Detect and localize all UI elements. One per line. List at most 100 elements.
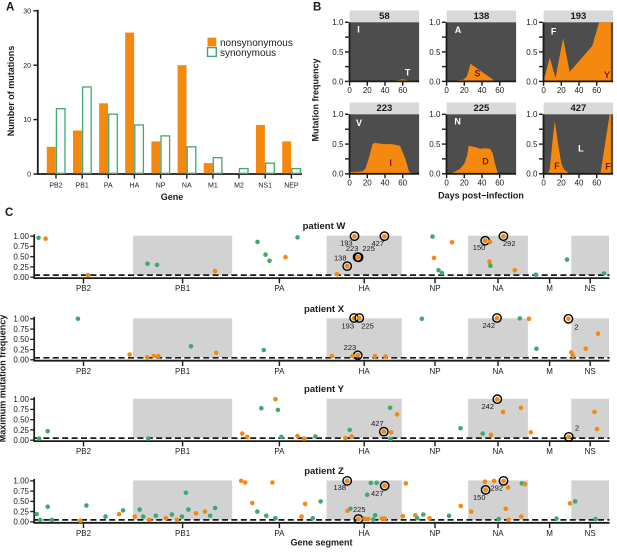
svg-text:0: 0 bbox=[27, 172, 31, 179]
svg-text:1.00: 1.00 bbox=[13, 477, 29, 486]
svg-text:Maximum mutation frequency: Maximum mutation frequency bbox=[0, 315, 8, 443]
svg-text:0.75: 0.75 bbox=[13, 242, 29, 251]
svg-text:patient Y: patient Y bbox=[304, 384, 345, 395]
svg-text:0: 0 bbox=[347, 179, 352, 188]
svg-text:0.5: 0.5 bbox=[332, 140, 344, 149]
svg-text:58: 58 bbox=[379, 11, 390, 22]
svg-text:138: 138 bbox=[473, 11, 489, 22]
svg-text:0.00: 0.00 bbox=[13, 436, 29, 445]
svg-text:PB2: PB2 bbox=[49, 183, 62, 190]
svg-text:NA: NA bbox=[492, 447, 504, 456]
svg-text:HA: HA bbox=[359, 284, 371, 293]
svg-text:242: 242 bbox=[482, 321, 495, 330]
svg-text:0.50: 0.50 bbox=[13, 335, 29, 344]
svg-text:20: 20 bbox=[557, 179, 566, 188]
svg-text:193: 193 bbox=[341, 322, 354, 331]
svg-text:0.5: 0.5 bbox=[526, 48, 538, 57]
svg-text:60: 60 bbox=[592, 179, 601, 188]
svg-text:L: L bbox=[578, 144, 584, 154]
svg-text:NP: NP bbox=[429, 447, 440, 456]
svg-text:225: 225 bbox=[353, 505, 366, 514]
svg-text:PA: PA bbox=[274, 447, 285, 456]
svg-text:NA: NA bbox=[492, 367, 504, 376]
svg-text:0.50: 0.50 bbox=[13, 497, 29, 506]
svg-text:0: 0 bbox=[444, 86, 449, 95]
svg-text:223: 223 bbox=[346, 244, 359, 253]
svg-text:0: 0 bbox=[541, 86, 546, 95]
svg-text:A: A bbox=[6, 1, 14, 13]
svg-text:S: S bbox=[474, 68, 480, 78]
svg-text:I: I bbox=[357, 25, 360, 35]
svg-text:10: 10 bbox=[23, 117, 31, 124]
svg-text:40: 40 bbox=[381, 86, 390, 95]
svg-text:0.75: 0.75 bbox=[13, 487, 29, 496]
svg-text:F: F bbox=[554, 161, 560, 171]
svg-text:NA: NA bbox=[492, 284, 504, 293]
svg-text:Y: Y bbox=[604, 70, 610, 80]
svg-text:1.00: 1.00 bbox=[13, 315, 29, 324]
svg-text:NA: NA bbox=[492, 529, 504, 538]
svg-text:223: 223 bbox=[376, 103, 392, 114]
svg-text:NS: NS bbox=[585, 447, 596, 456]
svg-text:F: F bbox=[551, 26, 557, 36]
svg-text:242: 242 bbox=[481, 402, 494, 411]
svg-text:60: 60 bbox=[495, 86, 504, 95]
svg-text:HA: HA bbox=[359, 367, 371, 376]
svg-text:292: 292 bbox=[490, 484, 503, 493]
svg-text:225: 225 bbox=[362, 244, 375, 253]
svg-text:NP: NP bbox=[429, 367, 440, 376]
svg-text:20: 20 bbox=[557, 86, 566, 95]
svg-text:0.00: 0.00 bbox=[13, 356, 29, 365]
svg-text:40: 40 bbox=[478, 179, 487, 188]
svg-text:150: 150 bbox=[473, 243, 486, 252]
svg-text:HA: HA bbox=[130, 183, 140, 190]
svg-text:NEP: NEP bbox=[284, 183, 299, 190]
svg-text:40: 40 bbox=[381, 179, 390, 188]
svg-text:B: B bbox=[313, 1, 321, 13]
svg-text:PB2: PB2 bbox=[76, 529, 92, 538]
svg-text:292: 292 bbox=[503, 239, 516, 248]
svg-text:1.0: 1.0 bbox=[429, 18, 441, 27]
svg-text:D: D bbox=[482, 156, 489, 166]
svg-text:150: 150 bbox=[473, 493, 486, 502]
svg-text:1.00: 1.00 bbox=[13, 395, 29, 404]
svg-text:138: 138 bbox=[333, 483, 346, 492]
svg-text:1.0: 1.0 bbox=[429, 110, 441, 119]
svg-text:V: V bbox=[356, 118, 362, 128]
svg-text:PB1: PB1 bbox=[175, 284, 191, 293]
svg-text:1.0: 1.0 bbox=[526, 110, 538, 119]
svg-text:patient W: patient W bbox=[303, 221, 346, 232]
svg-text:0.50: 0.50 bbox=[13, 253, 29, 262]
svg-text:427: 427 bbox=[371, 419, 384, 428]
svg-text:synonymous: synonymous bbox=[220, 48, 276, 59]
svg-text:60: 60 bbox=[592, 86, 601, 95]
svg-text:0.5: 0.5 bbox=[332, 48, 344, 57]
svg-text:NP: NP bbox=[429, 529, 440, 538]
svg-text:30: 30 bbox=[23, 8, 31, 15]
svg-text:0: 0 bbox=[541, 179, 546, 188]
svg-text:2: 2 bbox=[575, 424, 579, 433]
svg-text:PB1: PB1 bbox=[175, 367, 191, 376]
svg-text:A: A bbox=[455, 25, 462, 35]
svg-text:Gene: Gene bbox=[161, 192, 184, 202]
svg-text:M: M bbox=[546, 529, 553, 538]
svg-text:Days post−infection: Days post−infection bbox=[438, 191, 524, 201]
svg-text:0.00: 0.00 bbox=[13, 518, 29, 527]
svg-text:0.5: 0.5 bbox=[429, 140, 441, 149]
svg-text:M: M bbox=[546, 284, 553, 293]
svg-text:Mutation frequency: Mutation frequency bbox=[311, 58, 321, 141]
svg-text:0.0: 0.0 bbox=[332, 170, 344, 179]
svg-text:0: 0 bbox=[347, 86, 352, 95]
svg-text:NS: NS bbox=[585, 284, 596, 293]
svg-text:0.50: 0.50 bbox=[13, 416, 29, 425]
svg-text:0: 0 bbox=[444, 179, 449, 188]
svg-text:PB2: PB2 bbox=[76, 367, 92, 376]
svg-text:40: 40 bbox=[575, 179, 584, 188]
svg-text:60: 60 bbox=[398, 179, 407, 188]
svg-text:Number of mutations: Number of mutations bbox=[6, 46, 16, 137]
svg-text:0.75: 0.75 bbox=[13, 405, 29, 414]
svg-text:20: 20 bbox=[363, 86, 372, 95]
svg-text:PA: PA bbox=[274, 284, 285, 293]
svg-text:225: 225 bbox=[361, 322, 374, 331]
svg-text:225: 225 bbox=[473, 103, 490, 114]
